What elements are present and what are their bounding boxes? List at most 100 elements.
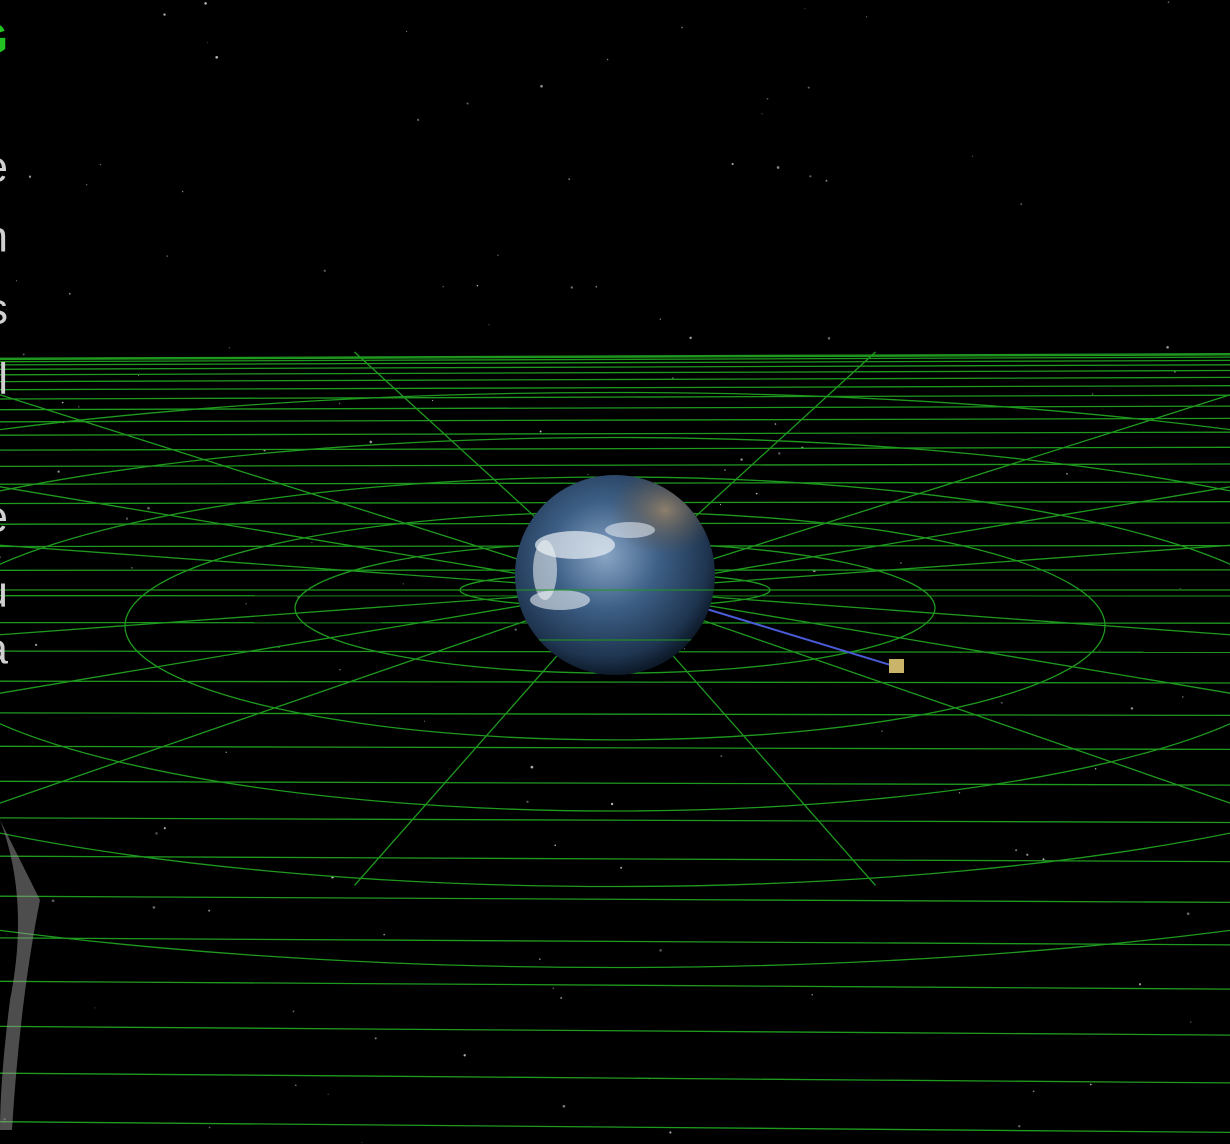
star [1018,1125,1021,1128]
star [28,175,32,178]
star [423,720,425,722]
star [204,2,207,5]
star [971,155,974,157]
star [466,102,469,105]
star [659,318,662,321]
star [22,353,25,356]
star [672,377,674,379]
star [538,958,541,961]
star [825,179,828,182]
star [1099,649,1101,651]
star [125,517,129,520]
star [463,1054,466,1057]
star [1091,393,1094,395]
star [338,402,341,405]
panel-text-fragment: s [0,285,8,334]
star [295,1084,297,1087]
grid-line [0,376,1230,383]
star [130,567,133,569]
star [526,800,529,803]
star [181,190,184,193]
star [776,166,780,169]
star [807,86,810,89]
star [166,255,169,258]
panel-text-fragment: n [0,213,8,262]
grid-line [0,364,1230,370]
star [215,55,219,59]
star [683,648,686,650]
grid-line [0,1072,1230,1084]
star [369,440,373,444]
star [587,473,589,475]
grid-spoke [614,394,1230,591]
grid-line [0,353,1230,359]
star [292,1010,295,1013]
star [606,58,609,61]
star [1042,858,1045,861]
star [1166,346,1169,349]
grid-line [0,431,1230,436]
star [755,492,758,495]
star [620,866,623,869]
star [245,602,247,605]
star [1186,912,1190,916]
grid-line [0,745,1230,751]
star [339,669,341,671]
grid-spoke [614,589,1230,694]
star [476,284,479,287]
grid-line [0,359,1230,366]
star [958,792,961,794]
star [402,583,404,585]
star [595,285,598,288]
panel-text-fragment: u [0,568,8,617]
star [78,406,80,408]
star [774,423,777,425]
star [86,184,88,186]
grid-line [0,1121,1230,1134]
star [361,1141,363,1143]
panel-graphic [0,820,40,1130]
star [163,827,166,830]
grid-line [0,417,1230,423]
grid-line [0,780,1230,786]
grid-spoke [614,544,1230,591]
orbit-vector [699,606,898,668]
star [15,280,18,282]
star [34,643,38,647]
grid-line [0,680,1230,684]
star [827,337,831,340]
star [560,996,563,999]
star [1000,701,1003,704]
star [865,16,868,18]
star [900,562,902,564]
star [1089,1083,1092,1086]
grid-line [0,385,1230,391]
grid-line [0,369,1230,376]
grid-line [0,855,1230,863]
star [206,42,209,44]
star [416,118,420,122]
star [539,430,542,433]
star [208,1126,211,1129]
star [147,506,150,510]
star [51,899,55,903]
star [719,504,722,506]
grid-line [0,446,1230,451]
grid-spoke [614,589,1230,804]
grid-line [0,937,1230,946]
star [1015,849,1018,852]
star [530,765,534,769]
star [1130,707,1134,710]
grid-line [0,980,1230,990]
star [1020,203,1023,205]
star [225,751,227,754]
star [488,324,490,326]
star [1032,1090,1035,1093]
star [228,347,230,349]
star [804,8,806,10]
star [659,949,662,952]
star [731,162,734,166]
panel-text-fragment: e [0,143,8,192]
star [374,1037,377,1040]
